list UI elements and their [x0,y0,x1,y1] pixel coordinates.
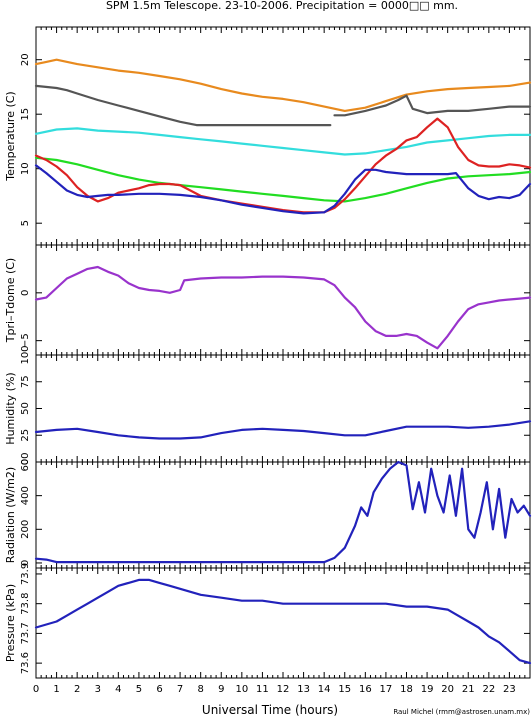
x-tick-label: 9 [218,684,224,695]
series-line-temperature-1 [34,84,332,127]
x-tick-label: 10 [235,684,248,695]
x-tick-label: 13 [297,684,310,695]
y-tick-label: 73.7 [20,622,31,644]
y-tick-label: 15 [20,108,31,121]
x-tick-label: 11 [256,684,269,695]
x-tick-label: 21 [462,684,475,695]
x-tick-label: 8 [197,684,203,695]
x-tick-label: 17 [380,684,393,695]
y-tick-label: 73.9 [20,563,31,585]
series-line-temperature-6 [34,164,532,215]
series-line-temperature-5 [34,117,532,214]
x-tick-label: 1 [53,684,59,695]
y-tick-label: 0 [20,290,31,296]
x-tick-label: 7 [177,684,183,695]
y-tick-label: 50 [20,402,31,415]
y-axis-label: Humidity (%) [4,372,17,444]
x-tick-label: 16 [359,684,372,695]
x-tick-label: 20 [441,684,454,695]
x-tick-label: 2 [74,684,80,695]
y-tick-label: 200 [20,520,31,539]
x-tick-label: 4 [115,684,121,695]
x-tick-label: 3 [95,684,101,695]
y-tick-label: 10 [20,162,31,175]
y-tick-label: 0 [20,459,31,465]
y-tick-label: 5 [20,220,31,226]
series-line-humidity-0 [34,420,532,440]
x-axis-label: Universal Time (hours) [202,703,338,717]
panel-frame [35,567,531,679]
x-tick-label: 22 [482,684,495,695]
y-tick-label: 73.8 [20,593,31,615]
y-tick-label: 600 [20,452,31,471]
x-tick-label: 18 [400,684,413,695]
x-tick-label: 14 [318,684,331,695]
credit-text: Raul Michel (rmm@astrosen.unam.mx) [393,708,530,716]
panel-temperature: 5 10 15 20 Temperature (C) [4,26,532,246]
series-line-pressure-0 [34,578,532,665]
x-tick-label: 15 [338,684,351,695]
x-tick-label: 0 [33,684,39,695]
y-tick-label: 75 [20,375,31,388]
x-tick-label: 12 [277,684,290,695]
series-line-temperature-2 [333,94,532,117]
y-axis-label: Temperature (C) [4,91,17,181]
series-line-temperature-4 [34,156,532,203]
y-tick-label: 73.6 [20,652,31,674]
panel-frame [35,354,531,463]
x-tick-label: 5 [136,684,142,695]
x-tick-label: 19 [421,684,434,695]
series-line-temperature-3 [34,127,532,156]
series-line-radiation-0 [34,460,532,564]
y-tick-label: 20 [20,53,31,66]
x-tick-label: 23 [503,684,516,695]
chart-title: SPM 1.5m Telescope. 23-10-2006. Precipit… [106,0,458,12]
x-tick-label: 6 [156,684,162,695]
y-tick-label: 100 [20,345,31,364]
y-axis-label: Tpri–Tdome (C) [4,258,17,343]
y-tick-label: 25 [20,429,31,442]
series-line-temperature-0 [34,58,532,113]
series-line-tpri-tdome-0 [34,265,532,350]
y-tick-label: −5 [20,333,31,348]
y-axis-label: Radiation (W/m2) [4,467,17,563]
y-axis-label: Pressure (kPa) [4,584,17,662]
y-tick-label: 0 [20,560,31,566]
y-tick-label: 400 [20,486,31,505]
panel-frame [35,244,531,356]
